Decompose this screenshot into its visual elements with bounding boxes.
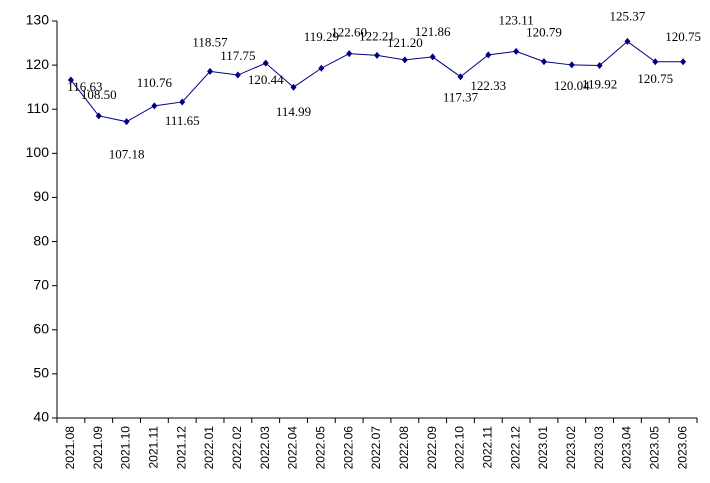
marker xyxy=(290,83,297,91)
marker xyxy=(374,51,380,59)
data-label: 111.65 xyxy=(165,113,200,128)
data-label: 110.76 xyxy=(137,75,173,90)
y-tick-label: 50 xyxy=(33,365,49,381)
x-tick-label: 2022.07 xyxy=(369,426,383,470)
data-label: 125.37 xyxy=(610,8,646,23)
data-label: 119.29 xyxy=(304,29,339,44)
y-tick-label: 130 xyxy=(26,12,50,28)
marker xyxy=(485,51,492,59)
data-label: 116.63 xyxy=(67,79,102,94)
marker xyxy=(513,47,520,55)
x-tick-label: 2023.01 xyxy=(536,426,550,470)
marker xyxy=(624,37,631,45)
x-tick-label: 2022.05 xyxy=(314,426,328,470)
x-tick-label: 2022.06 xyxy=(341,426,355,470)
y-tick-label: 40 xyxy=(33,409,49,425)
data-label: 122.60 xyxy=(331,25,367,40)
y-tick-label: 90 xyxy=(33,188,49,204)
y-tick-label: 70 xyxy=(33,276,49,292)
y-tick-label: 80 xyxy=(33,232,49,248)
x-tick-label: 2022.10 xyxy=(453,426,467,470)
x-tick-label: 2022.08 xyxy=(397,426,411,470)
y-tick-label: 60 xyxy=(33,320,49,336)
x-tick-label: 2023.06 xyxy=(675,426,689,470)
data-label: 120.04 xyxy=(554,78,590,93)
x-tick-label: 2023.05 xyxy=(647,426,661,470)
marker xyxy=(95,112,102,120)
data-label: 121.86 xyxy=(415,24,451,39)
data-label: 114.99 xyxy=(276,104,311,119)
x-tick-label: 2023.03 xyxy=(592,426,606,470)
marker xyxy=(67,76,74,84)
data-label: 108.50 xyxy=(81,87,117,102)
marker xyxy=(346,50,353,58)
x-tick-label: 2022.02 xyxy=(230,426,244,470)
marker xyxy=(151,102,158,110)
data-label: 117.75 xyxy=(220,48,255,63)
marker xyxy=(457,73,464,81)
y-tick-label: 110 xyxy=(27,100,50,116)
data-label: 118.57 xyxy=(192,34,228,49)
data-label: 117.37 xyxy=(443,90,479,105)
data-label: 123.11 xyxy=(498,12,533,27)
data-label: 119.92 xyxy=(582,76,617,91)
data-label: 120.75 xyxy=(637,71,673,86)
x-tick-label: 2022.04 xyxy=(286,426,300,470)
x-tick-label: 2022.12 xyxy=(508,426,522,470)
data-label: 121.20 xyxy=(387,35,423,50)
x-tick-label: 2023.02 xyxy=(564,426,578,470)
y-tick-label: 120 xyxy=(26,56,50,72)
marker xyxy=(123,118,130,126)
x-tick-label: 2022.11 xyxy=(480,426,494,469)
x-tick-label: 2021.12 xyxy=(174,426,188,470)
x-tick-label: 2022.09 xyxy=(425,426,439,470)
marker xyxy=(179,98,186,106)
x-tick-label: 2022.03 xyxy=(258,426,272,470)
data-label: 120.75 xyxy=(665,29,701,44)
marker xyxy=(401,56,408,64)
x-tick-label: 2021.11 xyxy=(147,426,161,469)
marker xyxy=(262,59,269,67)
x-tick-label: 2022.01 xyxy=(202,426,216,470)
marker xyxy=(540,58,547,66)
marker xyxy=(652,58,659,66)
y-tick-label: 100 xyxy=(26,144,50,160)
marker xyxy=(318,64,325,72)
data-label: 120.44 xyxy=(248,72,284,87)
marker xyxy=(568,61,575,69)
marker xyxy=(207,67,214,75)
data-label: 120.79 xyxy=(526,25,562,40)
marker xyxy=(429,53,436,61)
data-label: 122.33 xyxy=(470,78,506,93)
x-tick-label: 2021.10 xyxy=(119,426,133,470)
x-tick-label: 2021.09 xyxy=(91,426,105,470)
x-tick-label: 2023.04 xyxy=(620,426,634,470)
data-label: 122.21 xyxy=(359,28,395,43)
marker xyxy=(680,58,687,66)
marker xyxy=(596,61,603,69)
marker xyxy=(234,71,241,79)
x-tick-label: 2021.08 xyxy=(63,426,77,470)
data-label: 107.18 xyxy=(109,147,145,162)
